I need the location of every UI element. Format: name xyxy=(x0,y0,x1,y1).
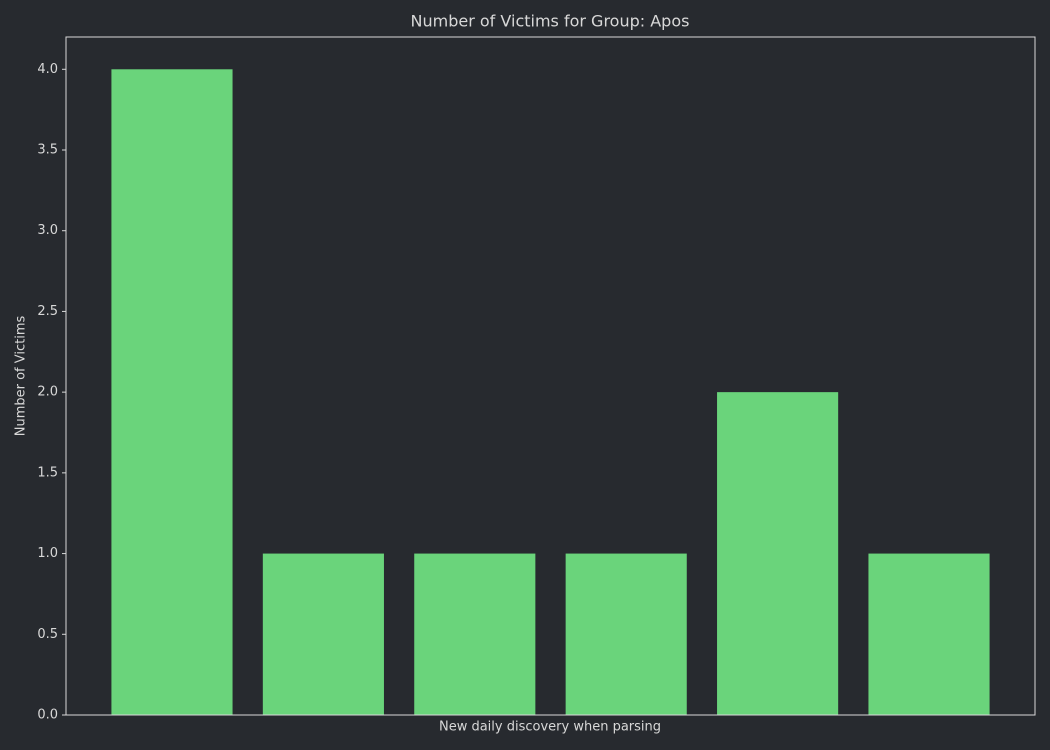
y-tick-label: 2.0 xyxy=(37,385,58,400)
bar xyxy=(565,553,687,715)
chart-title: Number of Victims for Group: Apos xyxy=(411,12,690,31)
y-tick-label: 3.5 xyxy=(37,143,58,158)
x-axis-label: New daily discovery when parsing xyxy=(439,720,661,735)
bar xyxy=(717,392,839,715)
plot-frame xyxy=(65,36,1036,716)
bar xyxy=(414,553,536,715)
bar xyxy=(111,69,233,716)
y-tick-label: 1.0 xyxy=(37,546,58,561)
y-tick-label: 1.5 xyxy=(37,465,58,480)
y-tick-label: 2.5 xyxy=(37,304,58,319)
y-tick-label: 0.5 xyxy=(37,627,58,642)
y-axis-label: Number of Victims xyxy=(14,316,29,437)
bar xyxy=(262,553,384,715)
y-tick-label: 4.0 xyxy=(37,62,58,77)
y-tick-label: 3.0 xyxy=(37,223,58,238)
y-tick-label: 0.0 xyxy=(37,708,58,723)
bar xyxy=(868,553,990,715)
